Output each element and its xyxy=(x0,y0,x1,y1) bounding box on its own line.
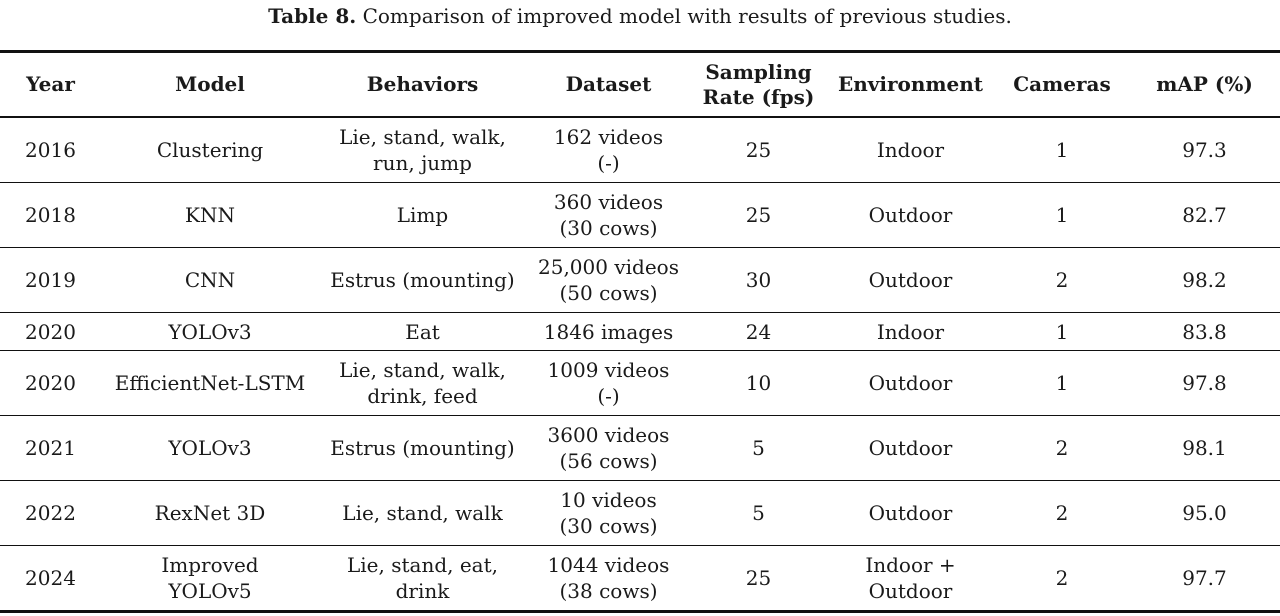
cell-behaviors: Lie, stand, walk, drink, feed xyxy=(339,358,506,408)
cell-map: 98.2 xyxy=(1182,268,1227,292)
cell-environment: Indoor + Outdoor xyxy=(865,553,956,603)
cell-year: 2022 xyxy=(25,501,76,525)
cell-sampling-rate: 25 xyxy=(745,138,772,162)
header-model: Model xyxy=(175,72,245,96)
table-caption: Table 8. Comparison of improved model wi… xyxy=(0,2,1280,30)
cell-sampling-rate: 5 xyxy=(752,436,765,460)
comparison-table: Year Model Behaviors Dataset Sampling Ra… xyxy=(0,50,1280,613)
header-sampling-rate: Sampling Rate (fps) xyxy=(702,59,815,109)
table-row: 2020 YOLOv3 Eat 1846 images 24 Indoor 1 … xyxy=(0,313,1280,351)
header-map: mAP (%) xyxy=(1156,72,1253,96)
cell-map: 83.8 xyxy=(1182,319,1227,344)
cell-cameras: 2 xyxy=(1055,501,1069,525)
cell-environment: Outdoor xyxy=(868,268,953,292)
cell-environment: Outdoor xyxy=(868,371,953,395)
table-row: 2022 RexNet 3D Lie, stand, walk 10 video… xyxy=(0,481,1280,546)
cell-model: KNN xyxy=(185,203,235,227)
cell-dataset: 1846 images xyxy=(543,319,674,344)
cell-year: 2020 xyxy=(25,371,76,395)
table-row: 2021 YOLOv3 Estrus (mounting) 3600 video… xyxy=(0,416,1280,481)
table-caption-label: Table 8. xyxy=(268,4,357,28)
cell-model: YOLOv3 xyxy=(168,319,252,344)
cell-environment: Outdoor xyxy=(868,203,953,227)
table-row: 2018 KNN Limp 360 videos (30 cows) 25 Ou… xyxy=(0,183,1280,248)
table-caption-text: Comparison of improved model with result… xyxy=(362,4,1012,28)
cell-cameras: 2 xyxy=(1055,268,1069,292)
cell-behaviors: Lie, stand, walk xyxy=(342,501,503,525)
header-cameras: Cameras xyxy=(1013,72,1111,96)
cell-year: 2020 xyxy=(25,319,76,344)
table-row: 2024 Improved YOLOv5 Lie, stand, eat, dr… xyxy=(0,546,1280,612)
table-header-row: Year Model Behaviors Dataset Sampling Ra… xyxy=(0,51,1280,117)
cell-sampling-rate: 24 xyxy=(745,319,772,344)
cell-sampling-rate: 10 xyxy=(745,371,772,395)
cell-cameras: 1 xyxy=(1055,203,1069,227)
cell-model: CNN xyxy=(184,268,236,292)
cell-map: 98.1 xyxy=(1182,436,1227,460)
cell-cameras: 2 xyxy=(1055,566,1069,590)
cell-dataset: 3600 videos (56 cows) xyxy=(547,423,670,473)
cell-model: YOLOv3 xyxy=(168,436,252,460)
cell-environment: Outdoor xyxy=(868,501,953,525)
cell-dataset: 1009 videos (-) xyxy=(547,358,670,408)
cell-year: 2016 xyxy=(25,138,76,162)
cell-dataset: 1044 videos (38 cows) xyxy=(547,553,670,603)
cell-year: 2024 xyxy=(25,566,76,590)
cell-map: 97.7 xyxy=(1182,566,1227,590)
cell-dataset: 25,000 videos (50 cows) xyxy=(538,255,679,305)
cell-sampling-rate: 30 xyxy=(745,268,772,292)
cell-behaviors: Estrus (mounting) xyxy=(330,436,515,460)
cell-year: 2021 xyxy=(25,436,76,460)
cell-environment: Indoor xyxy=(876,138,945,162)
cell-dataset: 10 videos (30 cows) xyxy=(559,488,658,538)
table-row: 2016 Clustering Lie, stand, walk, run, j… xyxy=(0,117,1280,183)
cell-map: 97.8 xyxy=(1182,371,1227,395)
header-environment: Environment xyxy=(837,72,984,96)
cell-behaviors: Lie, stand, eat, drink xyxy=(346,553,498,603)
cell-dataset: 162 videos (-) xyxy=(553,125,664,175)
cell-behaviors: Lie, stand, walk, run, jump xyxy=(339,125,506,175)
cell-model: EfficientNet-LSTM xyxy=(114,371,306,395)
header-dataset: Dataset xyxy=(565,72,652,96)
cell-behaviors: Eat xyxy=(405,319,440,344)
cell-year: 2018 xyxy=(25,203,76,227)
cell-dataset: 360 videos (30 cows) xyxy=(553,190,664,240)
cell-map: 95.0 xyxy=(1182,501,1227,525)
cell-cameras: 1 xyxy=(1055,319,1069,344)
header-behaviors: Behaviors xyxy=(366,72,479,96)
cell-environment: Indoor xyxy=(876,319,945,344)
cell-cameras: 1 xyxy=(1055,138,1069,162)
cell-model: RexNet 3D xyxy=(154,501,266,525)
cell-behaviors: Limp xyxy=(396,203,449,227)
cell-environment: Outdoor xyxy=(868,436,953,460)
cell-sampling-rate: 5 xyxy=(752,501,765,525)
cell-map: 82.7 xyxy=(1182,203,1227,227)
cell-model: Improved YOLOv5 xyxy=(161,553,259,603)
table-row: 2019 CNN Estrus (mounting) 25,000 videos… xyxy=(0,248,1280,313)
cell-cameras: 1 xyxy=(1055,371,1069,395)
header-year: Year xyxy=(26,72,75,96)
cell-behaviors: Estrus (mounting) xyxy=(330,268,515,292)
cell-year: 2019 xyxy=(25,268,76,292)
cell-map: 97.3 xyxy=(1182,138,1227,162)
cell-sampling-rate: 25 xyxy=(745,203,772,227)
table-row: 2020 EfficientNet-LSTM Lie, stand, walk,… xyxy=(0,351,1280,416)
cell-model: Clustering xyxy=(156,138,264,162)
cell-cameras: 2 xyxy=(1055,436,1069,460)
cell-sampling-rate: 25 xyxy=(745,566,772,590)
